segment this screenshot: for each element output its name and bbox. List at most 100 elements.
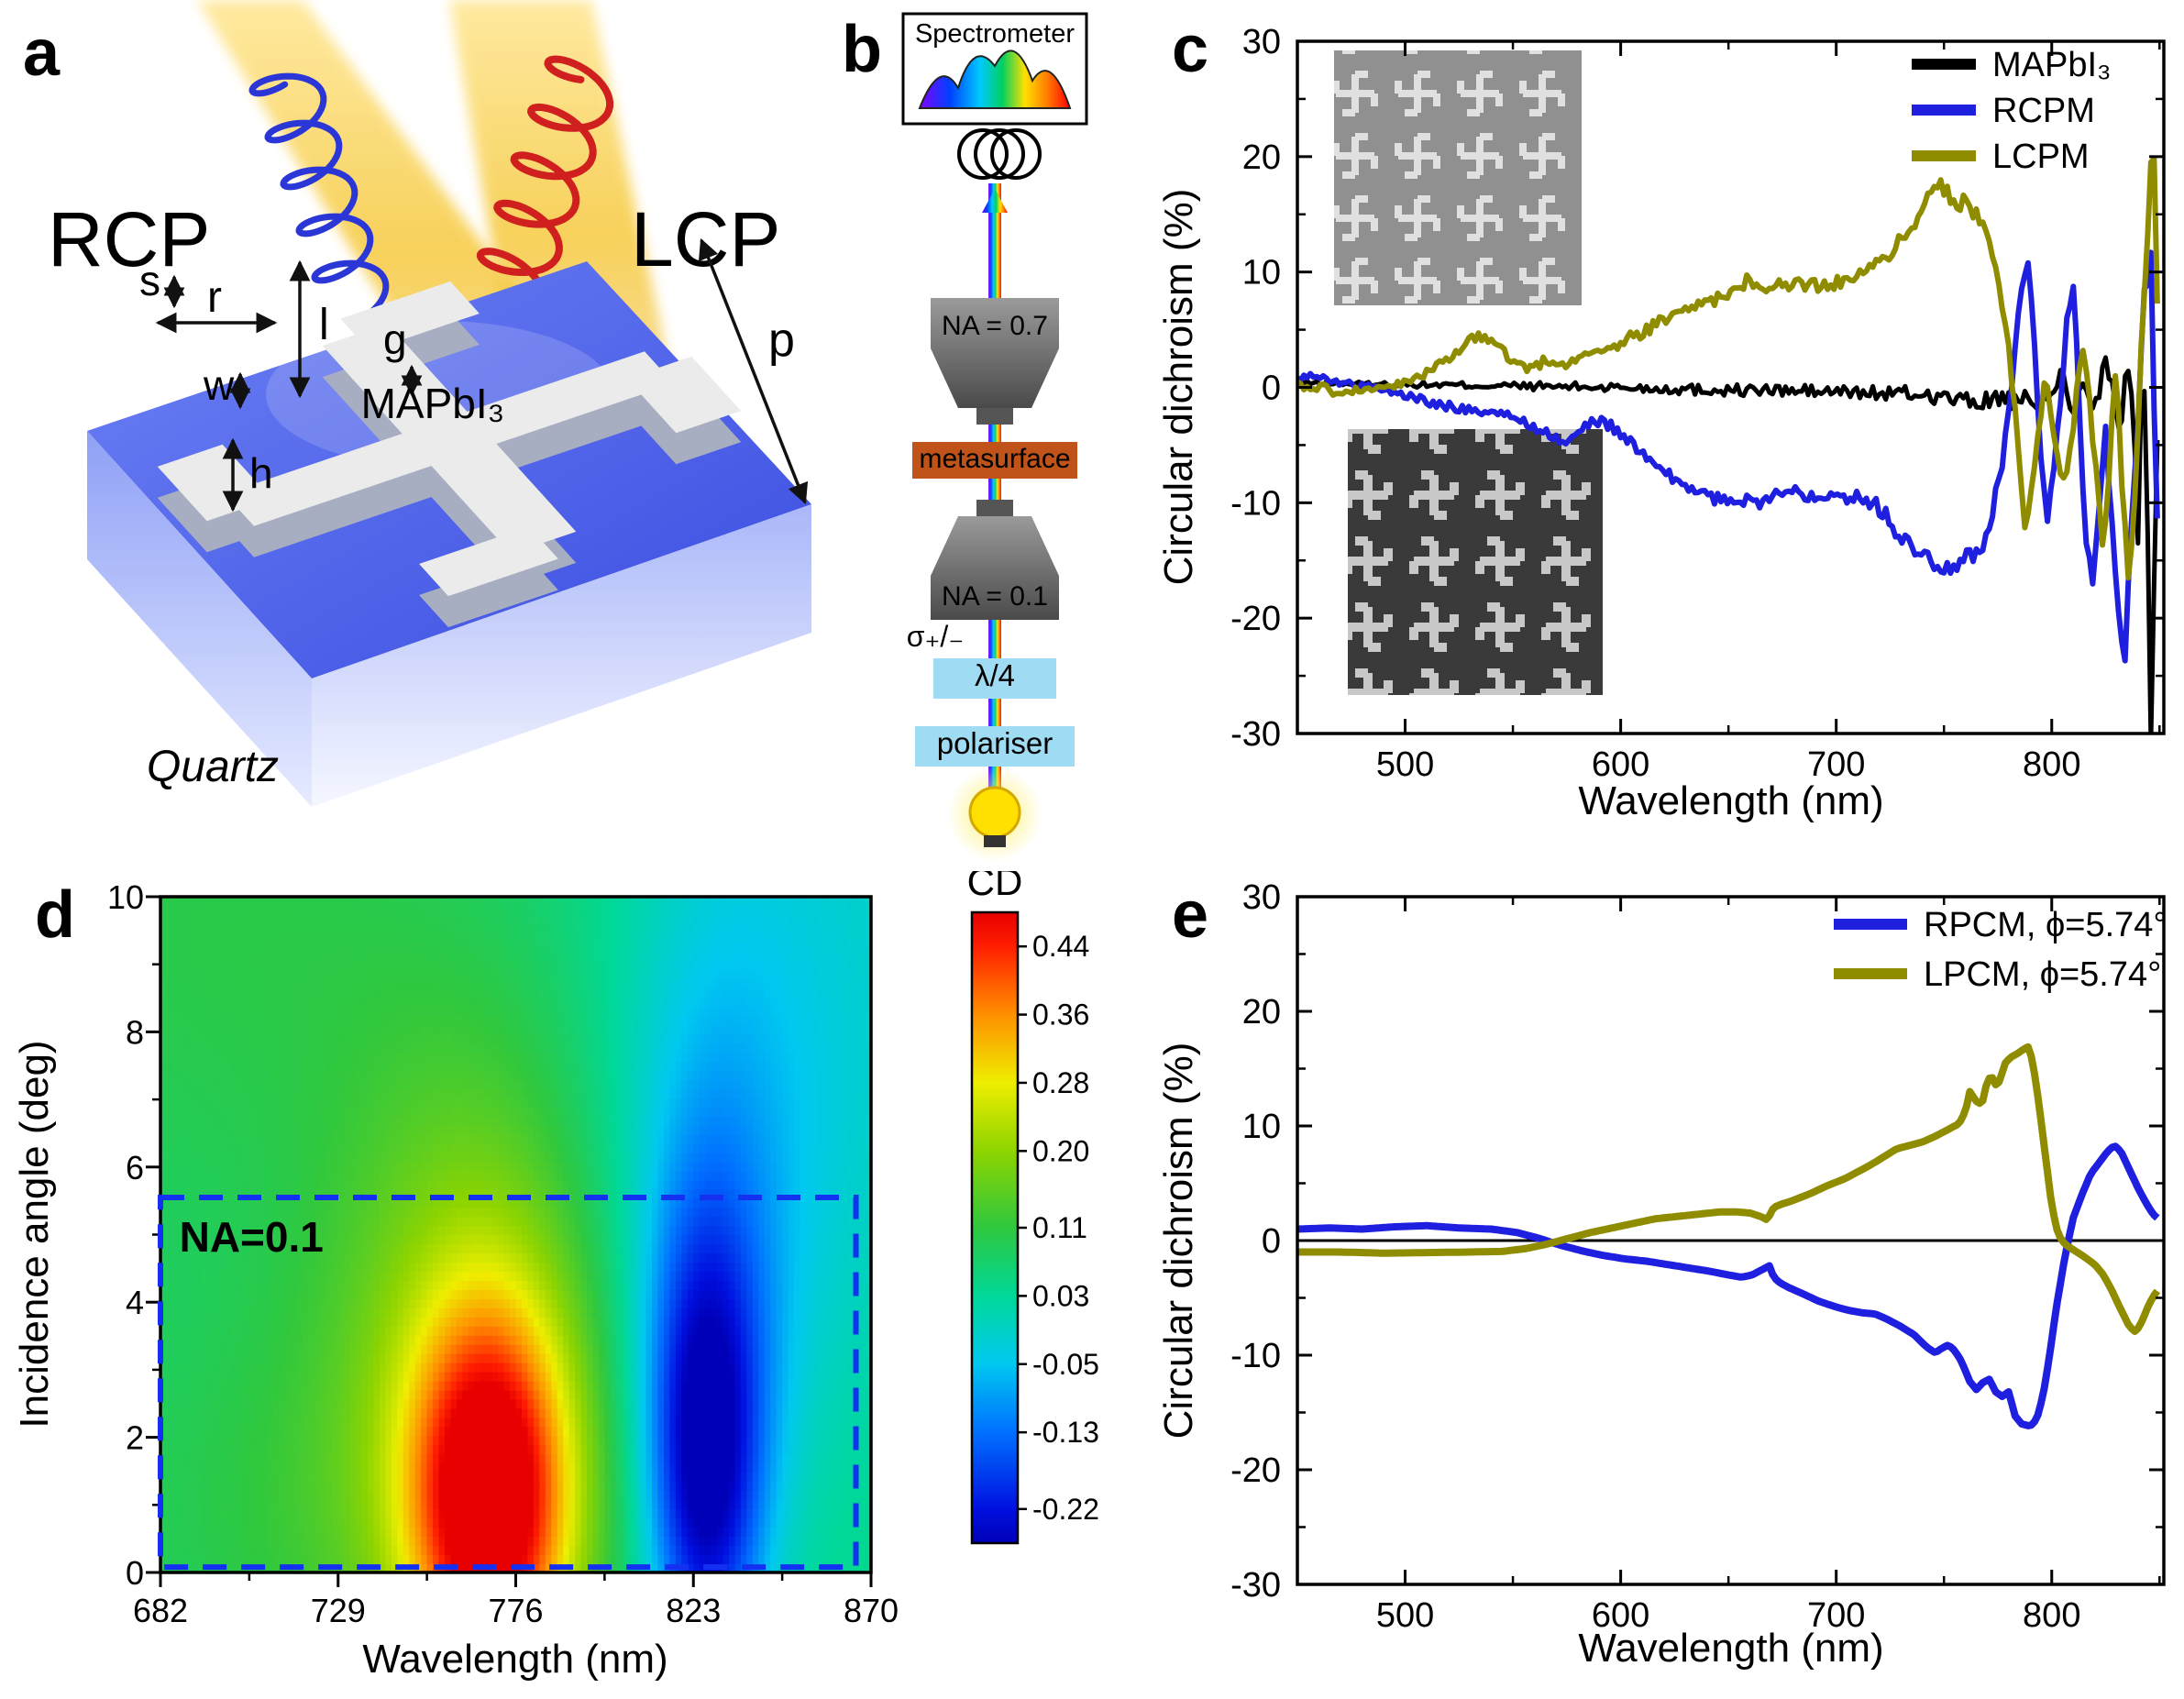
y-tick-label: 10 [1242,1108,1281,1146]
x-tick-label: 682 [133,1592,188,1629]
panel-label-e: e [1172,878,1208,952]
colorbar-gradient [970,910,1020,1545]
waveplate-label: λ/4 [975,658,1015,692]
series-group [1297,156,2160,734]
x-tick-label: 823 [666,1592,721,1629]
plot-frame [1296,39,2166,735]
panel-d: 682 729 776 823 870 0 2 4 6 8 10 NA=0.1 0.44 0.36 0.28… [12,871,1099,1682]
series-group [1297,1043,2161,1429]
spectrum-icon [918,50,1072,109]
e-y-axis-title: Circular dichroism (%) [1156,1043,1201,1440]
objective-bottom: NA = 0.1 [931,500,1059,620]
axes: 500 600 700 800 -30 -20 -10 0 10 20 30 [1230,23,2166,784]
panel-label-b: b [842,13,882,86]
dimension-annotations [155,237,809,513]
x-tick-label: 776 [488,1592,543,1629]
spectrometer-label: Spectrometer [915,19,1075,49]
na-region-box [158,1194,859,1571]
spectrometer: Spectrometer [901,12,1088,126]
dim-label-g: g [383,315,407,363]
colorbar-title: CD [967,871,1023,903]
dim-label-l: l [319,301,329,349]
legend-label: RCPM [1992,92,2095,130]
colorbar-tick-label: 0.28 [1032,1066,1089,1099]
x-tick-label: 500 [1376,1596,1434,1635]
polariser-box [915,726,1075,767]
y-tick-label: 6 [126,1149,144,1186]
dim-arrow-p [698,237,809,505]
y-tick-label: -30 [1230,715,1281,754]
lcp-helix-icon [476,55,614,325]
colorbar-tick-label: -0.05 [1032,1348,1099,1381]
panel-a: RCP LCP s r w l g p h [23,0,811,807]
x-tick-label: 600 [1592,745,1649,784]
y-tick-label: 20 [1242,138,1281,177]
chart-e-plot: 500 600 700 800 -30 -20 -10 0 10 20 30 RPCM, ϕ=5.74… [1230,878,2167,1635]
y-tick-label: -10 [1230,484,1281,523]
y-tick-label: -10 [1230,1337,1281,1375]
panel-e: 500 600 700 800 -30 -20 -10 0 10 20 30 RPCM, ϕ=5.74… [1156,878,2167,1671]
colorbar: 0.44 0.36 0.28 0.20 0.11 0.03 -0.05 -0.13 -0.22 [970,910,1099,1545]
legend-label: LCPM [1992,138,2090,176]
dim-label-h: h [249,449,273,497]
series-line-rpcm [1297,1142,2160,1429]
x-tick-label: 800 [2023,1596,2080,1635]
panel-label-c: c [1172,13,1208,86]
y-tick-label: -20 [1230,1451,1281,1490]
objective-bottom-label: NA = 0.1 [942,581,1048,612]
y-tick-label: 0 [1262,370,1281,408]
panel-label-d: d [35,878,75,952]
d-y-axis-title: Incidence angle (deg) [12,1040,57,1428]
legend-label: MAPbI₃ [1992,46,2112,84]
y-tick-label: 10 [107,878,144,916]
dimension-labels: s r w l g p h [139,257,795,497]
metasurface-box [912,442,1077,479]
fiber-coil-icon [957,128,1042,180]
substrate-label: Quartz [147,743,279,791]
legend: RPCM, ϕ=5.74° LPCM, ϕ=5.74° [1834,906,2167,994]
dim-label-p: p [768,314,795,367]
panel-label-a: a [23,17,61,90]
gammadion-structure [157,281,742,628]
colorbar-tick-label: -0.22 [1032,1493,1099,1526]
legend-label: RPCM, ϕ=5.74° [1924,906,2167,944]
c-y-axis-title: Circular dichroism (%) [1156,189,1201,586]
y-tick-label: 0 [1262,1222,1281,1261]
y-tick-label: -30 [1230,1566,1281,1605]
series-line-lpcm [1297,1043,2161,1335]
y-tick-label: 30 [1242,23,1281,61]
series-line-lcpm [1297,156,2160,581]
x-tick-label: 500 [1376,745,1434,784]
lcp-label: LCP [631,196,780,282]
panel-b: Spectrometer NA = 0.7 metasurface NA = 0… [842,12,1088,862]
objective-bottom-body [931,516,1059,620]
heatmap [160,897,872,1573]
colorbar-tick-label: 0.11 [1032,1211,1087,1244]
x-tick-label: 729 [311,1592,366,1629]
x-tick-label: 870 [844,1592,899,1629]
light-beam [988,183,1001,807]
objective-top: NA = 0.7 [931,298,1059,425]
plot-frame [1296,895,2166,1586]
metasurface-label: metasurface [919,444,1070,474]
colorbar-tick-label: 0.44 [1032,930,1089,963]
panel-c: 500 600 700 800 -30 -20 -10 0 10 20 30 MAPbI₃ RCPM LC… [1156,13,2166,823]
d-x-axis-title: Wavelength (nm) [362,1637,667,1682]
chart-d-plot: 682 729 776 823 870 0 2 4 6 8 10 NA=0.1 0.44 0.36 0.28… [107,878,1099,1629]
chart-c-plot: 500 600 700 800 -30 -20 -10 0 10 20 30 MAPbI₃ RCPM LC… [1230,23,2166,784]
sem-inset-rcpm [1334,50,1582,305]
colorbar-tick-label: 0.20 [1032,1134,1089,1167]
rcp-helix-icon [248,72,390,322]
polariser-label: polariser [937,726,1053,760]
x-tick-label: 600 [1592,1596,1649,1635]
substrate-left-face [87,431,312,807]
material-label: MAPbI₃ [361,380,505,427]
beam-arrow-icon [982,189,1008,213]
y-tick-label: 4 [126,1284,144,1321]
x-tick-label: 700 [1807,1596,1865,1635]
light-bulb-icon [947,767,1042,862]
y-tick-label: 0 [126,1554,144,1592]
y-tick-label: 20 [1242,993,1281,1032]
axes: 500 600 700 800 -30 -20 -10 0 10 20 30 [1230,878,2166,1635]
